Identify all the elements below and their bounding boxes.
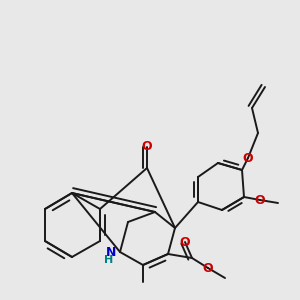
Text: N: N [106, 245, 116, 259]
Text: O: O [142, 140, 152, 154]
Text: O: O [255, 194, 265, 206]
Text: O: O [203, 262, 213, 275]
Text: H: H [104, 255, 114, 265]
Text: O: O [180, 236, 190, 248]
Text: O: O [243, 152, 253, 164]
